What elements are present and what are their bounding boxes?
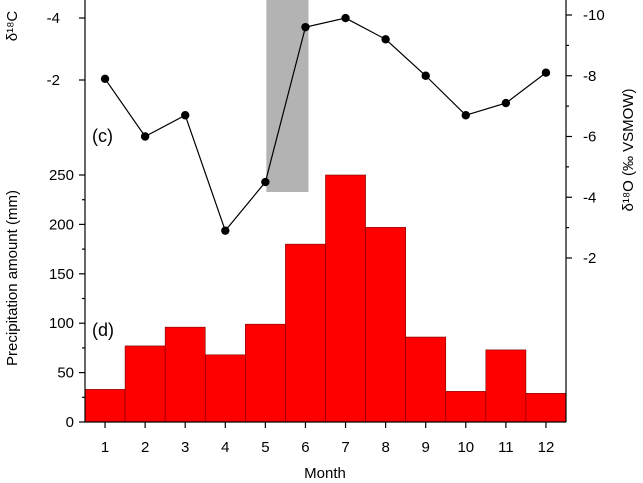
x-tick-label: 7 <box>341 439 349 456</box>
y-tick-label-right: -6 <box>583 129 596 146</box>
y-tick-label-left: 200 <box>49 216 74 233</box>
marker-month-10 <box>461 111 470 120</box>
bar-month-6 <box>285 243 326 423</box>
y-tick-label-left-top: -4 <box>47 10 60 27</box>
x-axis-label: Month <box>304 465 346 482</box>
marker-month-12 <box>541 68 551 77</box>
bar-month-3 <box>164 326 206 423</box>
panel-label-c: (c) <box>92 126 113 146</box>
x-tick-label: 6 <box>301 439 309 456</box>
y-tick-label-left: 0 <box>66 414 74 431</box>
x-tick-label: 5 <box>261 439 269 456</box>
bar-month-7 <box>325 174 366 423</box>
x-tick-label: 8 <box>381 439 389 456</box>
x-tick-label: 9 <box>422 439 430 456</box>
x-tick-label: 2 <box>141 439 149 456</box>
marker-month-8 <box>381 35 390 44</box>
marker-month-1 <box>100 74 110 83</box>
bar-month-2 <box>124 345 166 423</box>
x-tick-label: 3 <box>181 439 189 456</box>
y-tick-label-right: -8 <box>583 68 596 85</box>
marker-month-4 <box>221 226 230 235</box>
tick-labels: 1 2 3 4 5 6 7 8 9 10 11 12050100150200250-4-2-10-8-… <box>47 7 605 456</box>
marker-month-3 <box>181 111 190 120</box>
bar-month-10 <box>445 391 487 423</box>
precipitation-bars <box>84 174 567 423</box>
y-tick-label-left: 250 <box>49 167 74 184</box>
marker-month-11 <box>501 98 511 108</box>
marker-month-9 <box>421 71 430 80</box>
y-tick-label-right: -4 <box>583 189 596 206</box>
y-tick-label-right: -2 <box>583 250 596 267</box>
y-axis-label-top-left: δ¹⁸C <box>4 11 21 42</box>
bar-month-4 <box>204 354 246 423</box>
y-tick-label-left-top: -2 <box>47 72 60 89</box>
marker-month-5 <box>261 177 270 187</box>
axes <box>79 0 572 428</box>
x-tick-label: 11 <box>498 439 514 456</box>
y-tick-label-left: 150 <box>49 266 74 283</box>
d18o-markers <box>100 13 551 235</box>
d18o-series-line <box>104 17 547 232</box>
y-tick-label-left: 100 <box>49 315 74 332</box>
y-axis-label-left: Precipitation amount (mm) <box>4 190 21 366</box>
x-tick-label: 1 <box>101 439 109 456</box>
y-tick-label-right: -10 <box>583 7 605 24</box>
x-tick-label: 12 <box>538 439 555 456</box>
bar-month-9 <box>405 336 447 423</box>
marker-month-7 <box>341 13 350 23</box>
bar-month-5 <box>245 323 286 423</box>
marker-month-6 <box>301 22 310 32</box>
panel-label-d: (d) <box>92 320 114 340</box>
bar-month-1 <box>84 389 126 423</box>
marker-month-2 <box>140 132 150 141</box>
bar-month-8 <box>365 227 406 423</box>
x-tick-label: 4 <box>221 439 229 456</box>
bar-month-11 <box>485 349 527 423</box>
y-axis-label-right: δ¹⁸O (‰ VSMOW) <box>620 88 637 211</box>
bar-month-12 <box>525 393 567 423</box>
y-tick-label-left: 50 <box>57 365 74 382</box>
x-tick-label: 10 <box>457 439 474 456</box>
